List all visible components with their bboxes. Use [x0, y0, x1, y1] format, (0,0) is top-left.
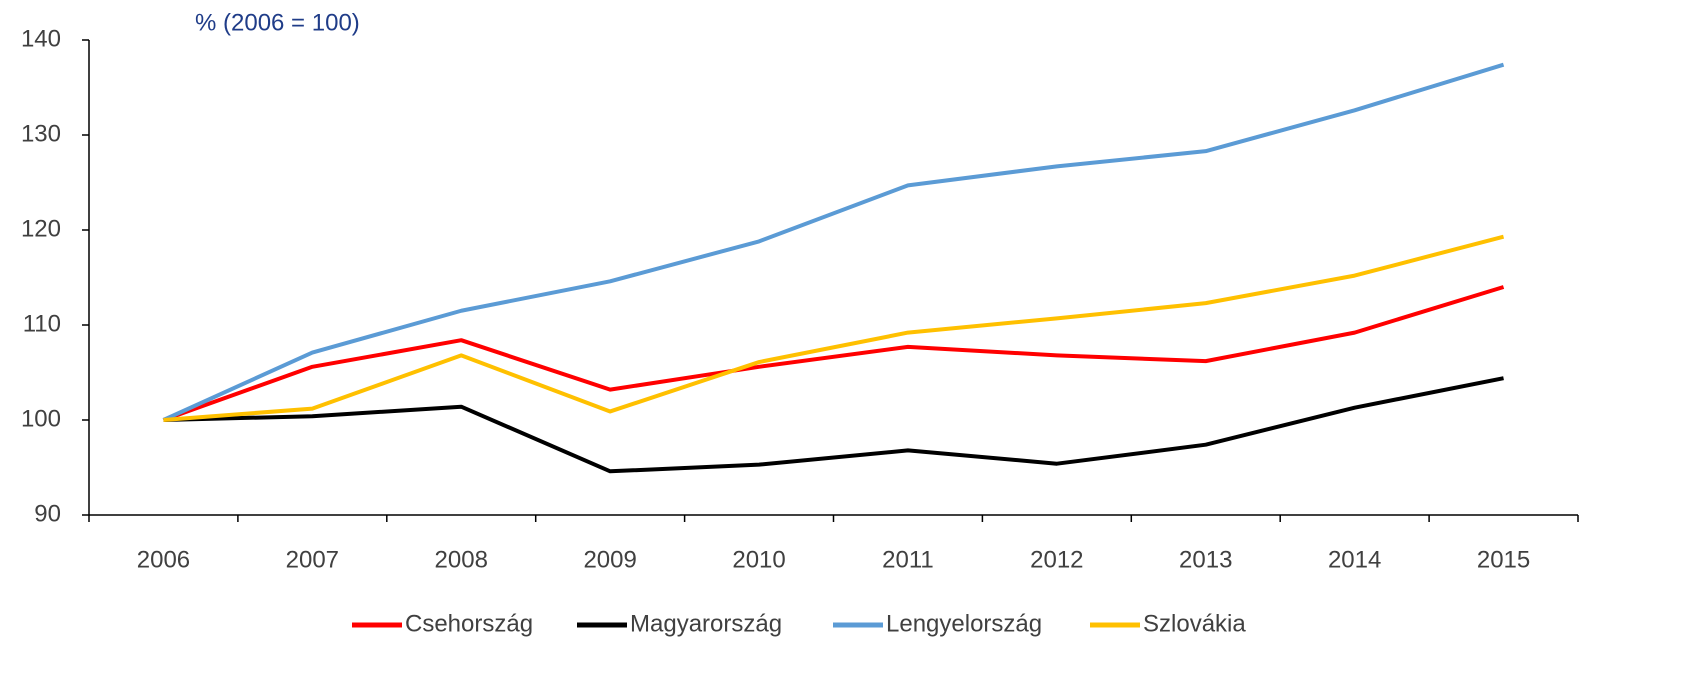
- x-tick-label: 2014: [1328, 546, 1381, 573]
- series-line: [163, 376, 1504, 474]
- y-tick-label: 130: [21, 120, 61, 147]
- x-tick-label: 2011: [882, 546, 934, 573]
- x-tick-label: 2012: [1030, 546, 1083, 573]
- x-tick-label: 2008: [435, 546, 488, 573]
- x-tick-label: 2007: [286, 546, 339, 573]
- legend-label: Csehország: [405, 610, 533, 637]
- legend-label: Szlovákia: [1143, 610, 1246, 637]
- y-tick-label: 140: [21, 25, 61, 52]
- legend-label: Lengyelország: [886, 610, 1042, 637]
- x-tick-label: 2009: [583, 546, 636, 573]
- y-tick-label: 100: [21, 405, 61, 432]
- y-tick-label: 110: [23, 310, 61, 337]
- x-tick-label: 2013: [1179, 546, 1232, 573]
- x-tick-label: 2010: [732, 546, 785, 573]
- y-tick-label: 90: [34, 500, 61, 527]
- series-line: [162, 62, 1505, 422]
- x-tick-label: 2015: [1477, 546, 1530, 573]
- chart-title: % (2006 = 100): [195, 9, 360, 36]
- series-line: [163, 234, 1505, 422]
- x-tick-label: 2006: [137, 546, 190, 573]
- legend-label: Magyarország: [630, 610, 782, 637]
- series-line: [162, 285, 1505, 422]
- y-tick-label: 120: [21, 215, 61, 242]
